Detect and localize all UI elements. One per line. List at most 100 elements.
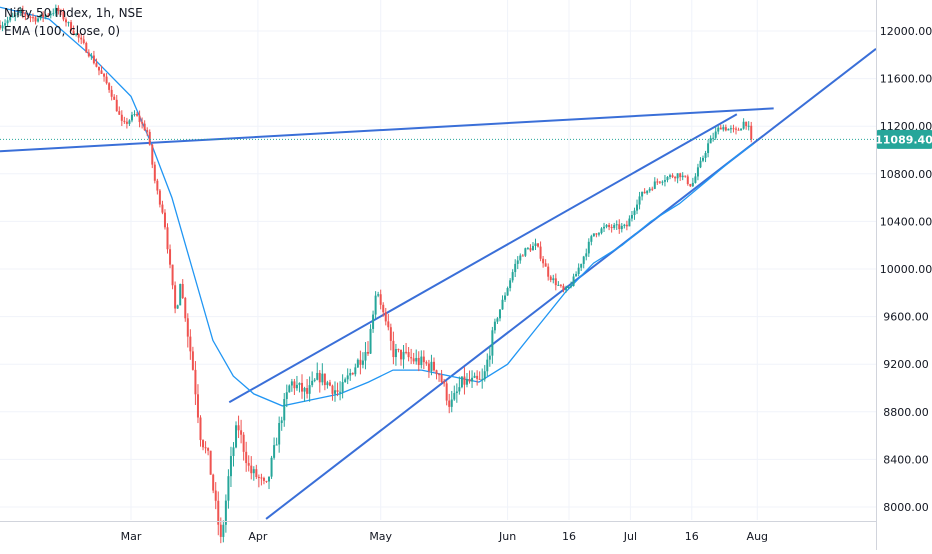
candle-down: [478, 378, 481, 380]
candle-up: [19, 10, 22, 13]
candle-up: [341, 382, 344, 392]
candle-down: [237, 425, 240, 431]
candle-up: [572, 276, 575, 286]
candle-down: [392, 340, 395, 358]
candle-down: [260, 477, 263, 479]
candle-down: [82, 39, 85, 43]
candle-up: [128, 120, 131, 124]
candle-up: [498, 309, 501, 319]
candle-down: [559, 284, 562, 286]
candle-down: [148, 131, 151, 145]
candle-up: [321, 373, 324, 383]
candle-up: [311, 380, 314, 386]
candle-down: [151, 144, 154, 165]
ema-series: [0, 6, 754, 407]
candle-down: [169, 249, 172, 265]
candle-down: [123, 120, 126, 122]
candle-down: [735, 128, 738, 130]
candle-down: [161, 204, 164, 213]
candle-down: [463, 376, 466, 385]
candle-up: [356, 359, 359, 368]
candle-down: [732, 128, 735, 130]
candle-down: [186, 318, 189, 337]
candle-down: [202, 440, 205, 448]
candle-down: [306, 387, 309, 394]
candle-down: [146, 130, 149, 132]
candle-up: [49, 13, 52, 16]
candle-down: [686, 176, 689, 185]
candle-down: [318, 372, 321, 383]
candle-down: [26, 15, 29, 17]
candle-up: [491, 330, 494, 356]
candle-up: [460, 376, 463, 388]
candle-down: [57, 7, 60, 11]
candle-down: [445, 383, 448, 401]
symbol-legend[interactable]: Nifty 50 Index, 1h, NSE: [4, 6, 143, 20]
candle-up: [729, 128, 732, 130]
candle-up: [1, 25, 4, 29]
candle-up: [54, 7, 57, 14]
chart-legend: Nifty 50 Index, 1h, NSE EMA (100, close,…: [4, 4, 143, 40]
candle-up: [273, 445, 276, 458]
candle-up: [709, 138, 712, 144]
candle-up: [179, 284, 182, 306]
candle-down: [174, 285, 177, 309]
price-axis[interactable]: 8000.00 8400.00 8800.00 9200.00 9600.00 10000…: [880, 25, 932, 514]
time-axis[interactable]: Mar Apr May Jun 16 Jul 16 Aug: [0, 521, 876, 544]
candle-down: [537, 243, 540, 247]
candle-down: [29, 16, 32, 18]
candle-up: [575, 273, 578, 277]
candle-down: [323, 373, 326, 386]
candle-up: [727, 128, 730, 131]
candle-down: [80, 37, 83, 40]
candle-up: [222, 524, 225, 537]
candle-up: [11, 16, 14, 18]
candle-up: [669, 175, 672, 177]
candle-down: [389, 327, 392, 341]
candle-down: [214, 490, 217, 501]
candle-up: [354, 367, 357, 375]
candle-down: [618, 224, 621, 230]
candle-up: [603, 226, 606, 229]
candle-up: [372, 314, 375, 329]
candle-down: [608, 224, 611, 228]
candle-up: [288, 385, 291, 393]
candle-down: [199, 417, 202, 441]
candle-down: [595, 233, 598, 235]
candle-down: [405, 351, 408, 353]
candle-up: [270, 457, 273, 477]
candle-up: [349, 373, 352, 376]
candle-down: [24, 13, 27, 16]
candle-down: [110, 89, 113, 97]
candle-down: [113, 96, 116, 100]
price-tick-label: 8400.00: [883, 453, 929, 466]
candle-up: [582, 256, 585, 264]
candle-down: [62, 11, 65, 20]
candle-up: [511, 272, 514, 281]
candle-down: [422, 356, 425, 363]
ema-line: [0, 6, 754, 407]
candle-up: [285, 392, 288, 400]
candle-up: [298, 382, 301, 385]
candle-down: [219, 524, 222, 537]
candle-down: [240, 430, 243, 435]
candle-up: [224, 500, 227, 525]
candle-down: [539, 246, 542, 259]
candle-up: [615, 224, 618, 226]
candle-up: [681, 175, 684, 178]
indicator-legend[interactable]: EMA (100, close, 0): [4, 24, 121, 38]
price-tag: 11089.40: [875, 129, 932, 149]
candle-up: [552, 278, 555, 281]
candle-down: [209, 450, 212, 475]
candle-down: [745, 121, 748, 127]
candle-down: [166, 227, 169, 250]
candle-up: [704, 153, 707, 158]
candle-down: [293, 381, 296, 389]
candle-down: [97, 66, 100, 71]
candle-down: [656, 181, 659, 183]
candle-down: [544, 263, 547, 267]
candle-down: [163, 212, 166, 228]
candle-down: [412, 358, 415, 362]
